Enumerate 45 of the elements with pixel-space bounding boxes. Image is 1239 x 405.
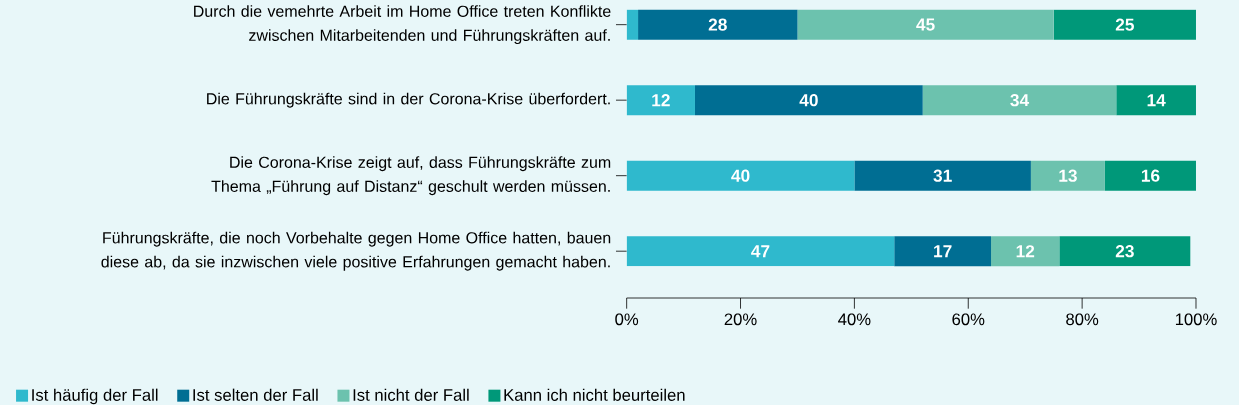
data-label: 28 [708, 18, 727, 31]
y-tick-label: Die Führungskräfte sind in der Corona-Krise überfordert. [207, 92, 610, 108]
y-tick-label: Durch die vemehrte Arbeit im Home Office treten Konflikte zwischen Mitarbeitenden und Führungskräften auf. [194, 5, 611, 45]
data-label: 17 [934, 245, 952, 258]
legend-label: Ist nicht der Fall [353, 388, 469, 401]
x-tick-label: 60% [952, 313, 985, 326]
bar [1116, 85, 1196, 116]
bar [626, 160, 855, 191]
legend-label: Ist häufig der Fall [32, 388, 158, 405]
bar [854, 160, 1031, 191]
y-tick-label: Führungskräfte, die noch Vorbehalte gegen Home Office hatten, bauen diese ab, da sie inzwischen viele positive Erfahrungen gemacht haben. [101, 231, 611, 271]
bar [797, 9, 1054, 40]
bar [1059, 236, 1191, 267]
x-tick-label: 40% [838, 313, 871, 326]
data-label: 47 [751, 245, 770, 258]
data-label: 34 [1010, 94, 1030, 107]
data-label: 40 [799, 94, 818, 107]
x-tick-label: 0% [615, 313, 639, 326]
bar [1030, 160, 1105, 191]
data-label: 23 [1115, 245, 1134, 258]
x-tick-label: 20% [724, 313, 757, 326]
data-label: 13 [1059, 169, 1077, 182]
x-tick-label: 100% [1175, 313, 1217, 326]
bar [694, 85, 923, 116]
bar [1104, 160, 1196, 191]
data-label: 31 [933, 169, 952, 182]
bar [922, 85, 1117, 116]
bar [638, 9, 798, 40]
bar [894, 236, 992, 267]
bar [626, 236, 895, 267]
data-label: 16 [1141, 169, 1160, 182]
bar [991, 236, 1060, 267]
data-label: 25 [1115, 18, 1134, 31]
legend-label: Kann ich nicht beurteilen [504, 388, 685, 401]
y-tick-label: Die Corona-Krise zeigt auf, dass Führungskräfte zum Thema „Führung auf Distanz“ geschult werden müssen. [211, 156, 611, 196]
x-tick-label: 80% [1066, 313, 1099, 326]
data-label: 12 [652, 94, 670, 107]
legend-label: Ist selten der Fall [193, 388, 318, 401]
data-label: 45 [916, 18, 935, 31]
data-label: 14 [1147, 94, 1166, 107]
bar [626, 9, 639, 40]
bar [626, 85, 695, 116]
data-label: 12 [1016, 245, 1035, 258]
bar [1053, 9, 1196, 40]
data-label: 40 [731, 169, 750, 182]
